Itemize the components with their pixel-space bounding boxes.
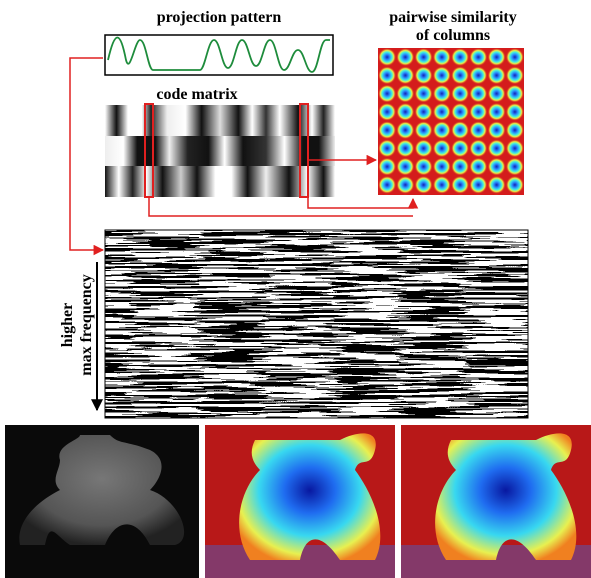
depth-shape bbox=[435, 433, 576, 560]
arrow bbox=[308, 197, 413, 208]
axis-label: max frequency bbox=[78, 274, 95, 375]
arrow bbox=[70, 58, 103, 250]
projection-title: projection pattern bbox=[157, 9, 282, 26]
depth-shape bbox=[239, 433, 380, 560]
axis-label: higher bbox=[59, 303, 76, 347]
arrow bbox=[149, 197, 413, 216]
code-matrix-title: code matrix bbox=[156, 86, 237, 103]
similarity-title: pairwise similarity bbox=[389, 9, 517, 26]
similarity-map bbox=[378, 48, 524, 195]
code-image bbox=[105, 230, 528, 418]
similarity-title: of columns bbox=[416, 27, 490, 44]
figure: projection pattern pairwise similarity o… bbox=[0, 0, 591, 578]
